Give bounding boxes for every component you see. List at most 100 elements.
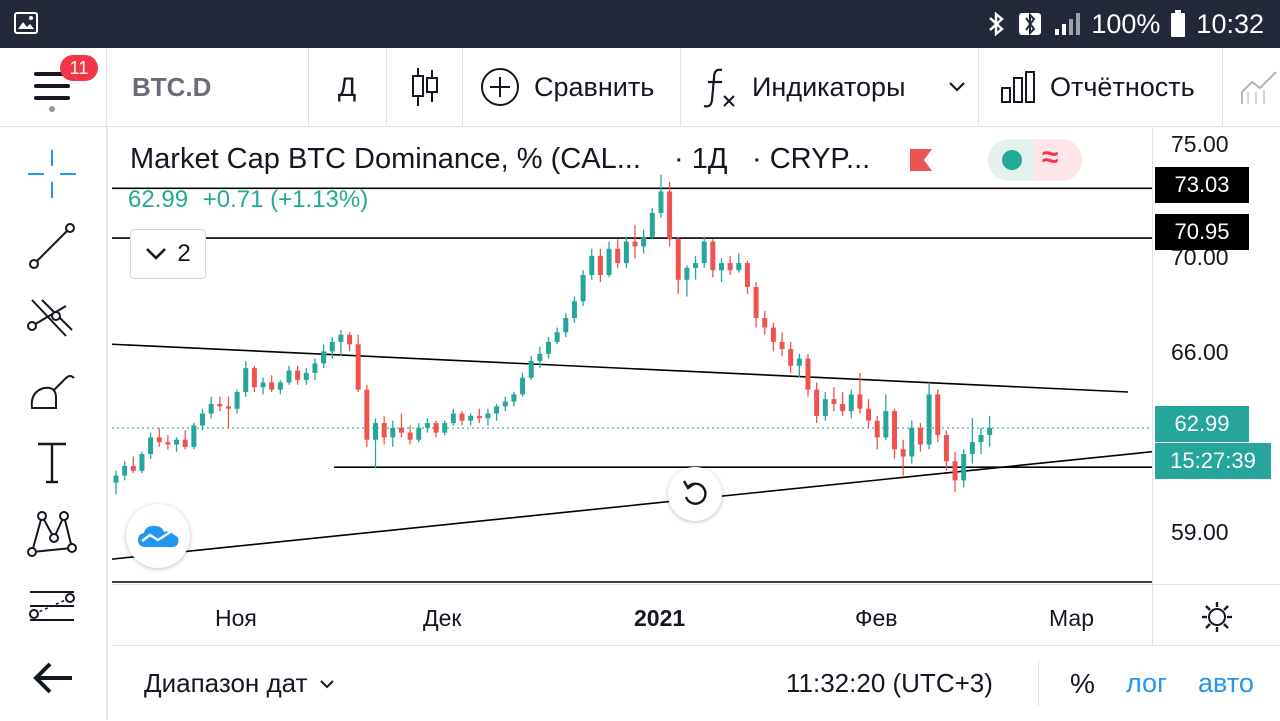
auto-scale-toggle[interactable]: авто bbox=[1198, 668, 1254, 698]
candle-body bbox=[459, 413, 465, 421]
candle-body bbox=[122, 466, 128, 476]
candle-body bbox=[390, 427, 396, 438]
candle-body bbox=[355, 344, 361, 390]
price-tick: 66.00 bbox=[1171, 339, 1229, 365]
interval-button[interactable]: Д bbox=[337, 71, 357, 102]
price-chart[interactable] bbox=[112, 127, 1152, 583]
time-axis[interactable]: Ноя Дек 2021 Фев Мар bbox=[112, 584, 1152, 645]
clock: 10:32 bbox=[1196, 8, 1264, 39]
candle-body bbox=[632, 241, 638, 247]
time-label: Фев bbox=[855, 605, 898, 631]
crosshair-tool[interactable] bbox=[24, 146, 80, 202]
candle-body bbox=[978, 434, 984, 443]
candle-body bbox=[502, 401, 508, 407]
top-toolbar: 11 BTC.D Д Сравнить Индикаторы bbox=[0, 48, 1280, 127]
chart-type-button[interactable] bbox=[386, 48, 462, 126]
arrow-left-icon bbox=[33, 662, 72, 694]
legend-change: +0.71 (+1.13%) bbox=[202, 186, 369, 213]
vibrate-icon bbox=[1019, 12, 1042, 36]
add-circle-icon bbox=[481, 68, 519, 106]
candle-body bbox=[822, 399, 828, 416]
candle-body bbox=[139, 454, 145, 471]
legend-collapse-button[interactable]: 2 bbox=[130, 229, 206, 279]
candle-body bbox=[364, 389, 370, 440]
text-tool[interactable] bbox=[24, 434, 80, 490]
trend-line-tool[interactable] bbox=[24, 218, 80, 274]
candle-body bbox=[900, 449, 906, 457]
reset-chart-button[interactable] bbox=[668, 467, 722, 521]
candles-icon bbox=[412, 68, 438, 106]
menu-button[interactable]: 11 bbox=[0, 48, 106, 126]
prediction-tool[interactable] bbox=[24, 578, 80, 634]
candle-body bbox=[883, 411, 889, 438]
compare-label: Сравнить bbox=[534, 71, 655, 102]
candle-body bbox=[433, 423, 439, 433]
candle-body bbox=[943, 434, 949, 462]
indicators-button[interactable]: Индикаторы bbox=[680, 48, 978, 126]
chevron-down-icon[interactable] bbox=[948, 81, 966, 93]
fib-tool[interactable] bbox=[24, 290, 80, 346]
candle-body bbox=[321, 351, 327, 364]
flag-icon[interactable] bbox=[908, 147, 934, 173]
brush-tool[interactable] bbox=[24, 362, 80, 418]
chart-pane[interactable]: Market Cap BTC Dominance, % (CAL... · 1Д… bbox=[112, 127, 1152, 583]
date-range-button[interactable]: Диапазон дат bbox=[144, 646, 335, 721]
candle-body bbox=[658, 191, 664, 213]
candle-body bbox=[796, 358, 802, 366]
trend-line bbox=[112, 450, 1152, 560]
candle-body bbox=[667, 191, 673, 240]
candle-body bbox=[200, 413, 205, 426]
candle-body bbox=[606, 248, 612, 276]
candle-body bbox=[347, 334, 353, 345]
tradingview-logo-button[interactable] bbox=[126, 504, 190, 568]
candle-body bbox=[407, 432, 413, 440]
candle-body bbox=[926, 394, 932, 445]
candle-body bbox=[571, 301, 577, 318]
back-button[interactable] bbox=[24, 650, 80, 706]
legend-interval-text: · 1Д bbox=[674, 143, 728, 175]
candle-body bbox=[373, 423, 378, 440]
candle-body bbox=[528, 360, 534, 378]
candle-body bbox=[260, 382, 266, 388]
candle-body bbox=[840, 403, 846, 412]
candle-body bbox=[165, 442, 171, 445]
symbol-search-button[interactable]: BTC.D bbox=[132, 71, 212, 102]
reports-button[interactable]: Отчётность bbox=[978, 48, 1222, 126]
time-label: Дек bbox=[423, 605, 462, 631]
legend-price: 62.99 bbox=[128, 186, 189, 213]
timezone-clock[interactable]: 11:32:20 (UTC+3) bbox=[786, 668, 993, 698]
last-price-tag: 62.99 bbox=[1155, 406, 1249, 442]
drawing-toolbar bbox=[0, 127, 108, 720]
pattern-tool[interactable] bbox=[24, 506, 80, 562]
candle-body bbox=[511, 394, 517, 402]
chart-snapshot-icon[interactable] bbox=[1238, 68, 1280, 108]
compare-button[interactable]: Сравнить bbox=[462, 48, 680, 126]
pitchfork-icon bbox=[27, 299, 73, 337]
candle-body bbox=[217, 403, 223, 407]
bar-countdown-tag: 15:27:39 bbox=[1155, 443, 1271, 479]
candle-body bbox=[615, 248, 621, 264]
log-scale-toggle[interactable]: лог bbox=[1126, 668, 1167, 698]
price-axis[interactable]: 75.00 70.00 66.00 59.00 73.03 70.95 62.9… bbox=[1152, 127, 1280, 583]
bottom-bar: Диапазон дат 11:32:20 (UTC+3) % лог авто bbox=[112, 645, 1280, 721]
chart-settings-button[interactable] bbox=[1152, 584, 1280, 645]
market-open-dot-icon bbox=[1002, 150, 1022, 170]
status-toggle[interactable]: ≈ bbox=[988, 139, 1082, 181]
candle-body bbox=[805, 358, 811, 390]
candle-body bbox=[649, 212, 655, 237]
candle-body bbox=[831, 399, 837, 404]
candle-body bbox=[770, 327, 776, 342]
time-label: Мар bbox=[1049, 605, 1095, 631]
text-icon bbox=[38, 442, 66, 484]
brush-icon bbox=[30, 375, 75, 409]
percent-scale-toggle[interactable]: % bbox=[1070, 667, 1095, 699]
candle-body bbox=[710, 241, 716, 271]
candle-body bbox=[762, 317, 768, 328]
candle-body bbox=[191, 425, 197, 447]
series-title[interactable]: Market Cap BTC Dominance, % (CAL... bbox=[130, 143, 641, 175]
candle-body bbox=[701, 241, 707, 264]
candle-body bbox=[546, 341, 551, 354]
candle-body bbox=[130, 466, 136, 471]
candle-body bbox=[641, 236, 647, 247]
candle-body bbox=[744, 263, 750, 287]
